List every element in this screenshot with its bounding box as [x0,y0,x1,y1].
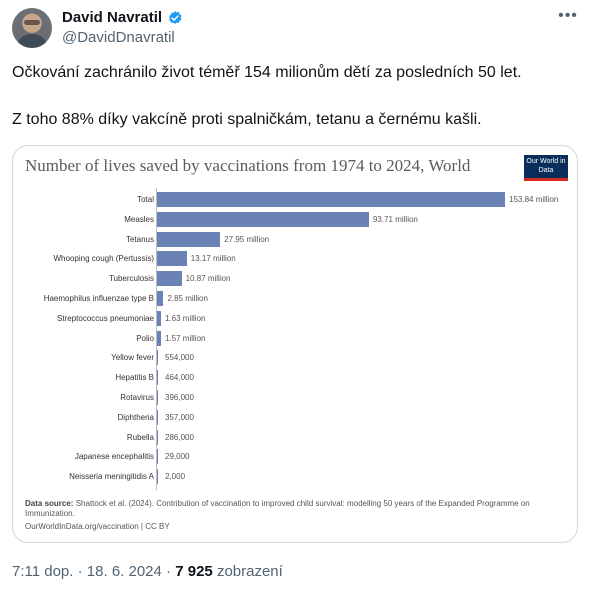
bar-value-label: 554,000 [165,353,194,363]
bar [157,310,161,326]
bar-label: Polio [136,333,154,343]
bar-label: Rubella [126,432,154,442]
tweet-time[interactable]: 7:11 dop. [12,563,74,580]
bar [157,251,187,267]
bar [157,350,159,366]
bar-label: Whooping cough (Pertussis) [53,254,155,264]
bar-value-label: 396,000 [165,393,194,402]
source-label: Data source: [25,499,74,508]
bar-value-label: 27.95 million [224,234,270,244]
bar-label: Streptococcus pneumoniae [57,313,154,323]
meta-separator: · [77,563,83,580]
bar [157,449,158,465]
chart-footer: OurWorldInData.org/vaccination | CC BY [25,522,170,531]
chart-source: Data source: Shattock et al. (2024). Con… [25,499,555,519]
bar-label: Yellow fever [111,353,154,363]
bar-label: Tetanus [125,234,154,244]
bar-label: Diphtheria [117,412,154,422]
bar-value-label: 2,000 [165,472,186,482]
bar-value-label: 2.85 million [167,294,208,303]
bar-label: Hepatitis B [115,373,154,383]
bar-label: Tuberculosis [108,274,154,284]
bar [157,429,158,445]
bar-value-label: 153.84 million [509,195,559,204]
tweet-date[interactable]: 18. 6. 2024 [86,563,162,580]
bar [157,370,159,386]
bar-value-label: 93.71 million [372,214,418,224]
bar [157,271,182,287]
bar [157,192,505,207]
bar [157,330,161,346]
bar-label: Total [137,195,154,204]
tweet-text-line-1: Očkování zachránilo život téměř 154 mili… [12,64,522,81]
bar-value-label: 464,000 [165,373,194,383]
chart-title: Number of lives saved by vaccinations fr… [25,156,471,175]
verified-badge-icon [169,11,182,24]
bar [157,409,158,425]
bar-value-label: 10.87 million [185,274,231,284]
bar-label: Measles [124,214,154,224]
avatar[interactable] [12,8,52,48]
bar [157,291,164,306]
more-horizontal-icon[interactable]: ••• [558,7,578,24]
source-text: Shattock et al. (2024). Contribution of … [25,499,530,518]
chart-axis-line [156,188,157,490]
bar-value-label: 357,000 [165,412,194,422]
author-display-name[interactable]: David Navratil [62,9,163,26]
views-count: 7 925 [175,563,213,580]
bar-value-label: 1.63 million [165,313,206,323]
author-handle[interactable]: @DavidDnavratil [62,29,175,46]
bar [157,231,221,247]
tweet-meta: 7:11 dop. · 18. 6. 2024 · 7 925 zobrazen… [12,562,283,582]
bar-label: Neisseria meningitidis A [69,472,154,482]
bar-value-label: 286,000 [165,432,194,442]
bar-value-label: 29,000 [165,452,190,462]
bar-label: Rotavirus [120,393,154,402]
meta-separator: · [166,563,172,580]
tweet-text-line-2: Z toho 88% díky vakcíně proti spalničkám… [12,111,482,128]
bar-label: Japanese encephalitis [74,452,154,462]
chart-image-card[interactable]: Number of lives saved by vaccinations fr… [12,145,578,543]
views-label: zobrazení [216,563,283,580]
bar [157,211,369,227]
bar-label: Haemophilus influenzae type B [43,294,154,303]
bar-value-label: 13.17 million [190,254,236,264]
owid-logo: Our World in Data [524,155,568,181]
bar [157,390,158,405]
bar-value-label: 1.57 million [165,333,206,343]
bar [157,469,158,485]
